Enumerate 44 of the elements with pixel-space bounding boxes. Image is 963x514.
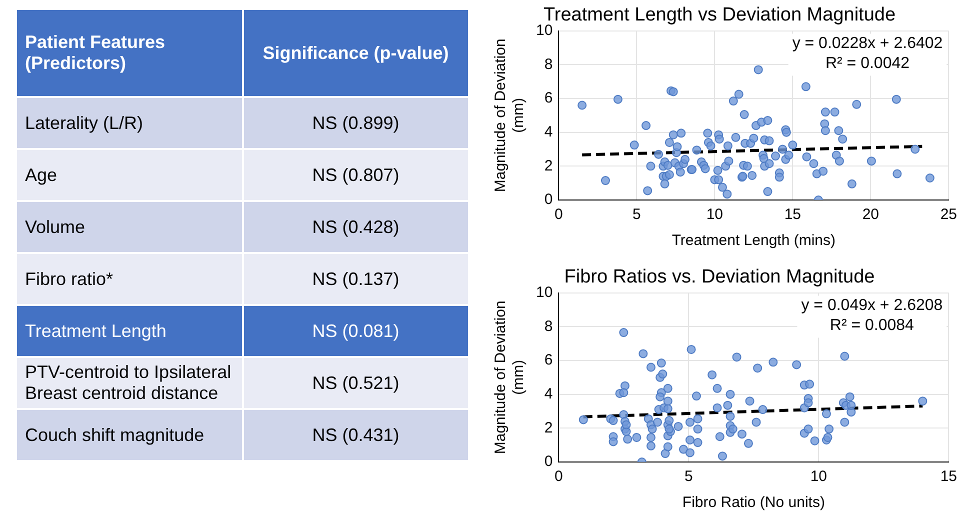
text: PTV-centroid to Ipsilateral Breast centroid distance <box>16 357 242 409</box>
annotation: y = 0.0228x + 2.6402 <box>792 35 943 52</box>
y-axis-title: Magnitude of Deviation (mm) <box>492 300 528 454</box>
text: NS (0.431) <box>242 409 469 461</box>
y-axis-title: Magnitude of Deviation (mm) <box>492 38 528 192</box>
x-tick-label: 20 <box>862 206 880 224</box>
text: Volume <box>16 201 242 253</box>
text: NS (0.428) <box>242 201 469 253</box>
annotation: R² = 0.0084 <box>830 317 914 334</box>
text: NS (0.137) <box>242 253 469 305</box>
text: NS (0.081) <box>242 305 469 357</box>
y-tick-label: 4 <box>544 123 553 140</box>
y-tick-label: 2 <box>544 419 553 436</box>
text: Laterality (L/R) <box>16 97 242 149</box>
y-tick-label: 8 <box>544 56 553 73</box>
text: Patient Features (Predictors) <box>16 9 242 97</box>
text: Treatment Length <box>16 305 242 357</box>
y-tick-label: 2 <box>544 157 553 174</box>
x-tick-label: 15 <box>940 468 957 486</box>
x-tick-label: 25 <box>940 206 957 224</box>
text: Significance (p-value) <box>242 9 469 97</box>
text: Age <box>16 149 242 201</box>
x-tick-label: 5 <box>632 206 641 224</box>
y-tick-label: 0 <box>544 453 553 470</box>
y-tick-label: 4 <box>544 385 553 402</box>
text: Couch shift magnitude <box>16 409 242 461</box>
text: NS (0.899) <box>242 97 469 149</box>
x-tick-label: 10 <box>810 468 828 486</box>
x-tick-label: 10 <box>706 206 724 224</box>
chart-title: Fibro Ratios vs. Deviation Magnitude <box>564 266 875 288</box>
y-tick-label: 6 <box>544 90 553 107</box>
x-axis-title: Treatment Length (mins) <box>672 232 836 250</box>
y-tick-label: 6 <box>544 352 553 369</box>
text: NS (0.807) <box>242 149 469 201</box>
annotation: R² = 0.0042 <box>825 55 910 72</box>
y-tick-label: 0 <box>544 191 553 208</box>
text: NS (0.521) <box>242 357 469 409</box>
annotation: y = 0.049x + 2.6208 <box>801 297 943 314</box>
x-tick-label: 15 <box>784 206 802 224</box>
text: Fibro ratio* <box>16 253 242 305</box>
x-axis-title: Fibro Ratio (No units) <box>682 494 825 512</box>
y-tick-label: 8 <box>544 318 553 335</box>
x-tick-label: 5 <box>684 468 693 486</box>
y-tick-label: 10 <box>536 284 553 301</box>
